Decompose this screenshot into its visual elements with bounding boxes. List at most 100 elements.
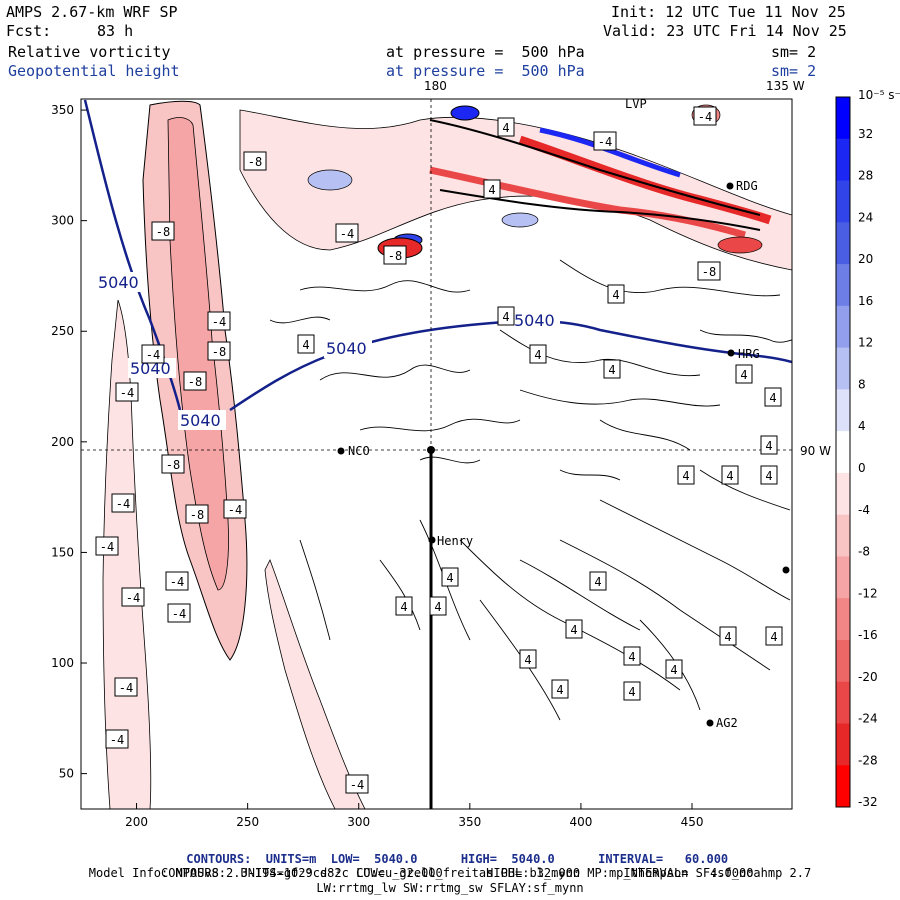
- vorticity-label-box: [565, 619, 583, 639]
- vorticity-label-text: -4: [598, 135, 612, 149]
- vorticity-label-text: -4: [110, 733, 124, 747]
- vorticity-label-text: 4: [608, 363, 615, 377]
- vorticity-labels: -8 -8 -4 -4 -8 -8 -4 -8 -4 -8 -4 -4 -4 -4 -4 -4 -4 -4 4 -4 -…: [95, 106, 783, 794]
- vorticity-label-text: -4: [119, 681, 133, 695]
- blue-vorticity-max: [450, 105, 480, 121]
- colorbar-label: 0: [858, 461, 866, 475]
- vorticity-label-text: 4: [670, 663, 677, 677]
- vorticity-label-text: 4: [765, 439, 772, 453]
- jet-streak-red: [518, 135, 772, 225]
- vorticity-label-box: [760, 465, 778, 485]
- y-tick-label: 150: [51, 545, 74, 559]
- footer-height-high: HIGH= 5040.0: [460, 852, 555, 866]
- vorticity-label-text: -4: [146, 348, 160, 362]
- y-tick-label: 300: [51, 214, 74, 228]
- station-hrg-marker: [727, 349, 735, 357]
- colorbar-label: -12: [858, 586, 878, 600]
- x-tick-label: 350: [458, 815, 481, 829]
- footer-height-contours: CONTOURS: UNITS=m LOW= 5040.0 HIGH= 5040…: [0, 838, 900, 866]
- colorbar-swatch: [836, 598, 850, 641]
- colorbar-swatch: [836, 681, 850, 724]
- vorticity-label-text: 4: [726, 469, 733, 483]
- vorticity-label-box: [497, 117, 515, 137]
- vorticity-label-box: [719, 626, 737, 646]
- colorbar-swatch: [836, 514, 850, 557]
- valid-time: Valid: 23 UTC Fri 14 Nov 25: [603, 22, 847, 40]
- vorticity-label-box: [185, 504, 209, 524]
- field2-name: Geopotential height: [8, 62, 180, 80]
- vorticity-label-text: -4: [126, 591, 140, 605]
- colorbar-swatch: [836, 431, 850, 474]
- colorbar-swatch: [836, 472, 850, 516]
- meridian-180-label: 180: [424, 79, 447, 93]
- station-rdg-marker: [726, 182, 734, 190]
- vorticity-label-text: 4: [612, 288, 619, 302]
- station-ag2-label: AG2: [716, 716, 738, 730]
- forecast-hours: 83 h: [97, 22, 134, 40]
- vorticity-label-box: [623, 681, 641, 701]
- colorbar-label: 28: [858, 169, 873, 183]
- colorbar: 32 28 24 20 16 12 8 4 0 -4 -8 -12 -16 -20 -24 -28 -32: [835, 96, 878, 809]
- vorticity-label-text: 4: [400, 600, 407, 614]
- x-tick-label: 300: [347, 815, 370, 829]
- vorticity-label-text: 4: [488, 183, 495, 197]
- x-tick-label: 450: [681, 815, 704, 829]
- vorticity-label-text: -8: [156, 225, 170, 239]
- height-label-4: 5040: [326, 339, 367, 358]
- colorbar-label: -24: [858, 712, 878, 726]
- colorbar-label: -32: [858, 795, 878, 809]
- height-label-3: 5040: [180, 411, 221, 430]
- plot-frame: [80, 98, 793, 810]
- footer-vorticity-contours: CONTOURS: UNITS=10⁻⁵ s⁻¹ LOW= -32.000 HI…: [0, 852, 900, 880]
- vorticity-label-box: [165, 571, 189, 591]
- x-tick-label: 200: [125, 815, 148, 829]
- map-plot-area: NCO Henry HRG RDG AG2 LVP 5040 5040 5040…: [81, 99, 792, 809]
- vorticity-label-box: [765, 626, 783, 646]
- vorticity-label-box: [207, 311, 231, 331]
- vorticity-label-text: -4: [172, 607, 186, 621]
- colorbar-label: 16: [858, 294, 873, 308]
- vorticity-label-text: 4: [524, 653, 531, 667]
- vorticity-label-box: [677, 465, 695, 485]
- forecast-label: Fcst:: [6, 22, 52, 40]
- vorticity-label-text: -8: [188, 375, 202, 389]
- vorticity-label-text: 4: [770, 630, 777, 644]
- station-henry-marker: [428, 536, 436, 544]
- vorticity-label-box: [223, 499, 247, 519]
- colorbar-swatch: [836, 389, 850, 432]
- colorbar-swatch: [836, 639, 850, 683]
- colorbar-swatch: [836, 97, 850, 140]
- height-labels: 5040 5040 5040 5040 5040: [96, 272, 560, 430]
- red-vorticity-patch: [717, 236, 763, 254]
- vorticity-label-box: [105, 729, 129, 749]
- colorbar-label: -28: [858, 753, 878, 767]
- vorticity-label-box: [383, 245, 407, 265]
- colorbar-label: 8: [858, 377, 866, 391]
- vorticity-label-box: [115, 382, 139, 402]
- vorticity-label-text: 4: [740, 368, 747, 382]
- vorticity-label-box: [603, 359, 621, 379]
- vorticity-label-box: [243, 151, 267, 171]
- height-label-2: 5040: [130, 359, 171, 378]
- height-label-1: 5040: [98, 273, 139, 292]
- blue-vorticity-patch-2: [501, 212, 539, 228]
- colorbar-label: 32: [858, 127, 873, 141]
- vorticity-label-box: [111, 493, 135, 513]
- vorticity-label-text: 4: [502, 121, 509, 135]
- vorticity-label-box: [551, 679, 569, 699]
- vorticity-label-text: -8: [190, 508, 204, 522]
- footer-model-info: Model Info: MPASv8.2.3-194-gf29cd82c CU:…: [88, 866, 812, 880]
- field1-smoothing: sm= 2: [771, 43, 817, 61]
- vorticity-label-text: -8: [388, 249, 402, 263]
- vorticity-label-box: [760, 435, 778, 455]
- vorticity-label-box: [483, 179, 501, 199]
- station-rdg-label: RDG: [736, 179, 758, 193]
- field2-pressure: at pressure = 500 hPa: [386, 62, 585, 80]
- lon-90w-label: 90 W: [800, 444, 831, 458]
- vorticity-label-text: 4: [769, 391, 776, 405]
- vorticity-label-box: [297, 334, 315, 354]
- colorbar-label: 12: [858, 336, 873, 350]
- vorticity-label-text: -8: [212, 345, 226, 359]
- colorbar-swatch: [836, 138, 850, 182]
- vorticity-label-text: 4: [502, 310, 509, 324]
